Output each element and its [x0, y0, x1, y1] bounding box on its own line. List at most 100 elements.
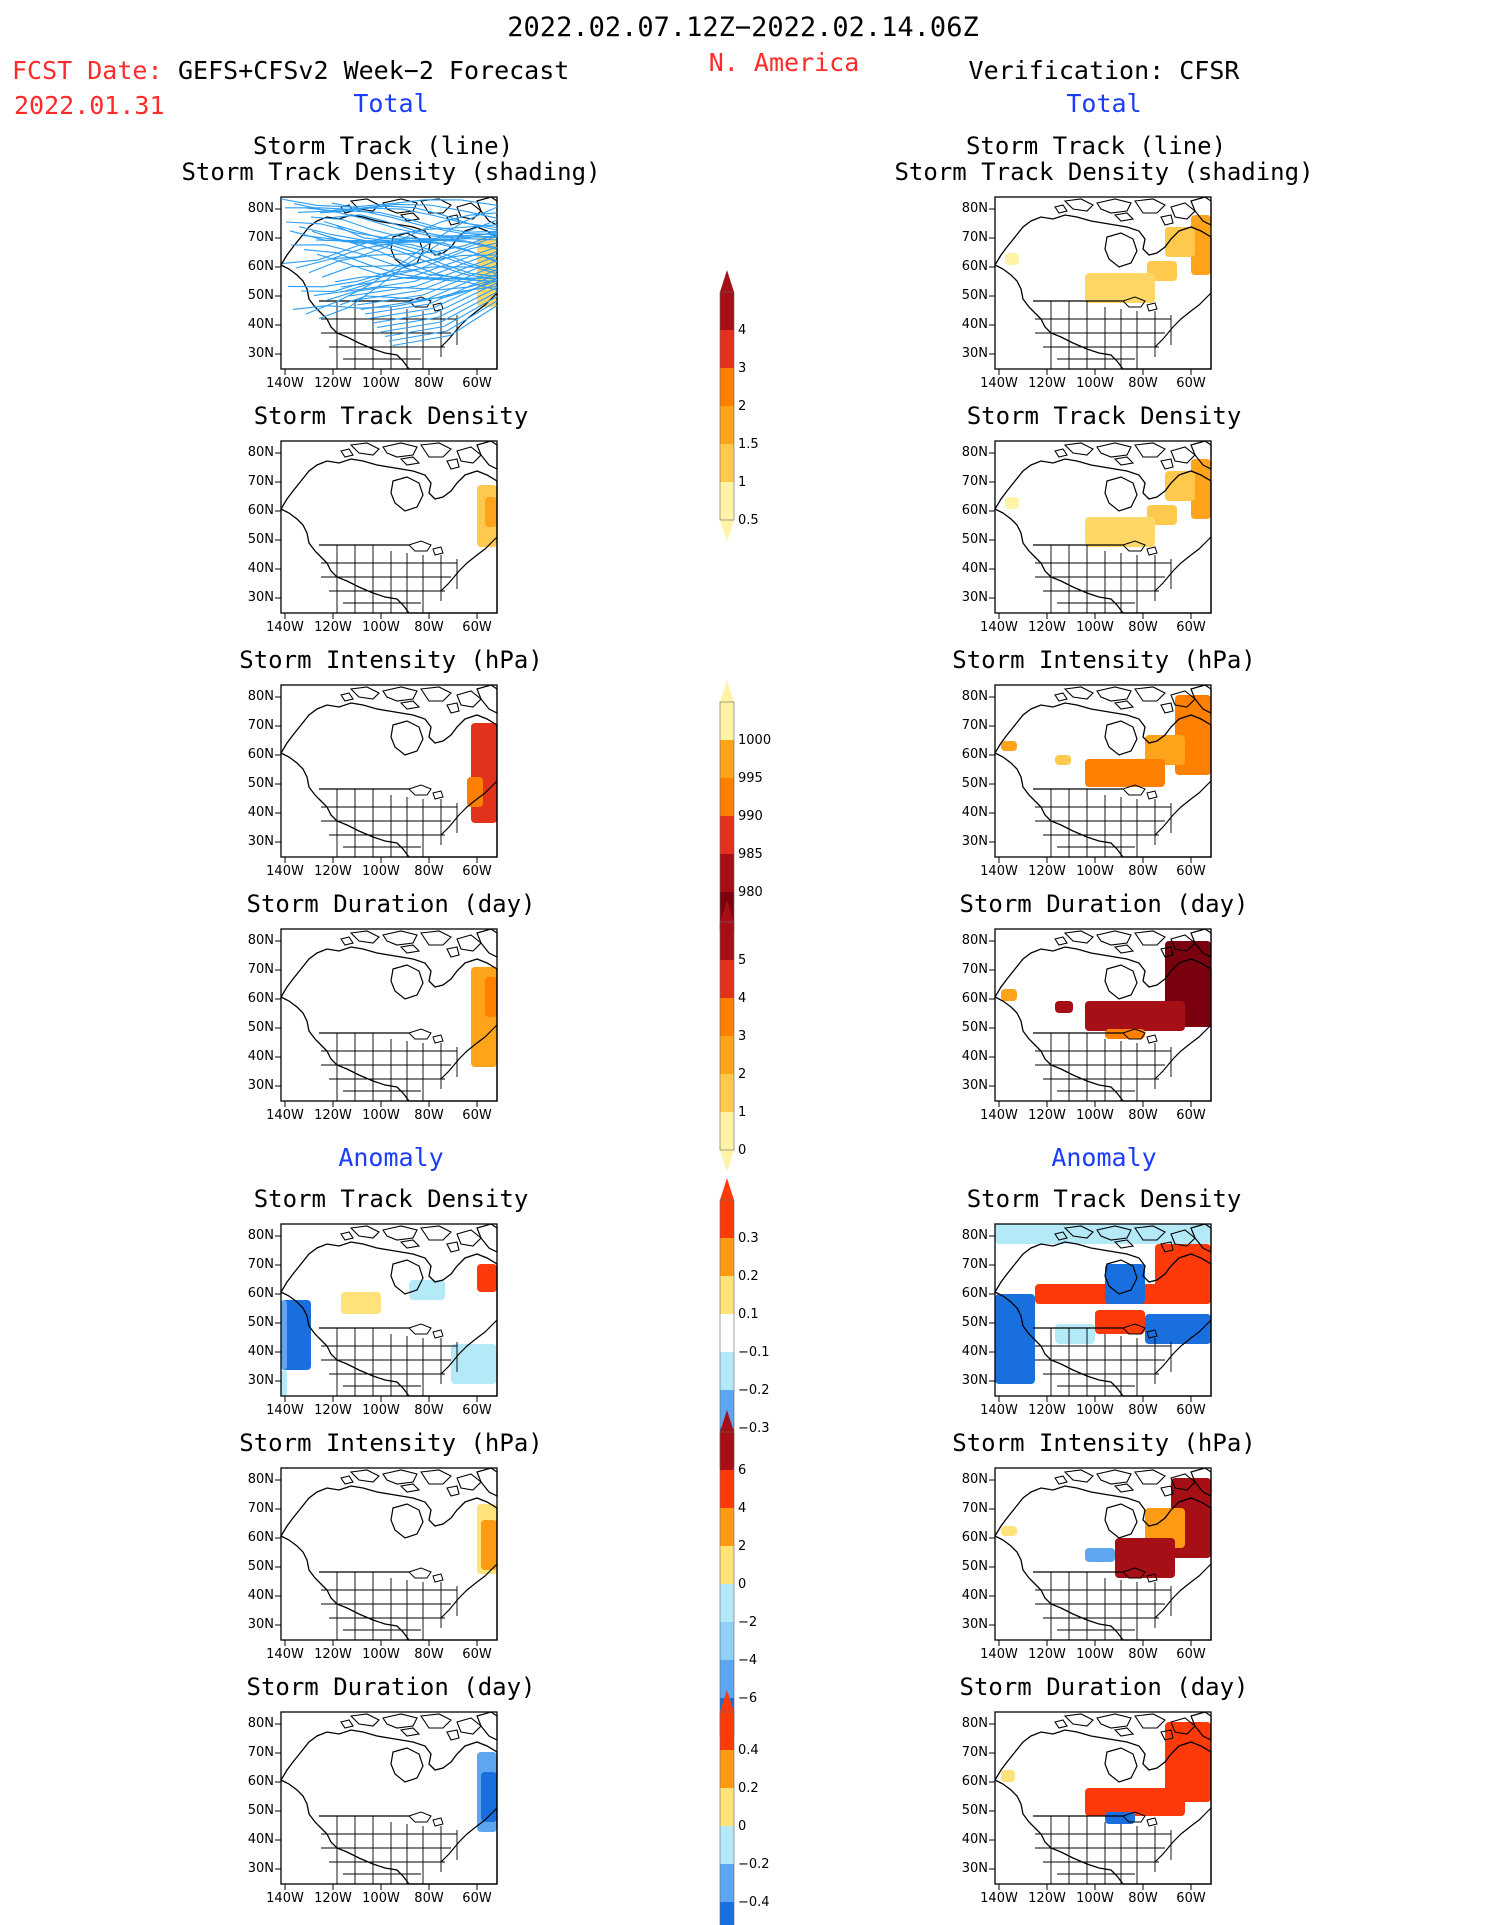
left-map-2-lat-tick: 40N — [247, 561, 274, 576]
intensity-anomaly-colorbar-segment-7 — [720, 1660, 734, 1698]
right-map-1-lon-tick: 140W — [980, 376, 1018, 391]
left-map-6-lon-tick: 80W — [414, 1647, 444, 1662]
right-map-6-lat-tick: 40N — [961, 1588, 988, 1603]
right-map-5-shade-4 — [1105, 1264, 1145, 1304]
right-map-2-lat-tick: 50N — [961, 532, 988, 547]
right-map-4-lon-tick: 80W — [1128, 1108, 1158, 1123]
right-map-6-lon-tick: 120W — [1028, 1647, 1066, 1662]
right-map-5-shade-5 — [1155, 1244, 1211, 1304]
duration-colorbar-bottom-arrow — [720, 1150, 734, 1172]
right-map-5-shade-8 — [1055, 1324, 1095, 1344]
left-map-5-lon-tick: 120W — [314, 1403, 352, 1418]
duration-colorbar-segment-5 — [720, 1074, 734, 1112]
right-map-3-frame — [994, 684, 1212, 858]
left-map-2-lon-tick: 80W — [414, 620, 444, 635]
right-map-4-frame — [994, 928, 1212, 1102]
right-map-4-lon-tick: 140W — [980, 1108, 1018, 1123]
right-map-6-lon-tick: 60W — [1176, 1647, 1206, 1662]
left-map-3-lat-tick: 30N — [247, 834, 274, 849]
intensity-anomaly-colorbar-segment-1 — [720, 1432, 734, 1470]
left-map-3-lat-tick: 50N — [247, 776, 274, 791]
left-map-3-lat-tick: 60N — [247, 747, 274, 762]
left-map-6-lon-tick: 60W — [462, 1647, 492, 1662]
left-map-2-shade-2 — [485, 497, 497, 527]
left-map-1-lat-tick: 30N — [247, 346, 274, 361]
storm-track-31 — [310, 216, 498, 241]
right-map-4-lat-tick: 60N — [961, 991, 988, 1006]
track-density-colorbar-label: 3 — [738, 361, 747, 376]
right-map-7-shade-4 — [1001, 1770, 1015, 1782]
intensity-anomaly-colorbar-top-arrow — [720, 1410, 734, 1432]
right-map-3-lon-tick: 120W — [1028, 864, 1066, 879]
model-label: GEFS+CFSv2 Week−2 Forecast — [178, 56, 570, 85]
right-map-5-lon-tick: 100W — [1076, 1403, 1114, 1418]
density-anomaly-colorbar-label: −0.2 — [738, 1383, 770, 1398]
right-map-5-lat-tick: 80N — [961, 1228, 988, 1243]
duration-colorbar-label: 3 — [738, 1029, 747, 1044]
right-map-7-lon-tick: 140W — [980, 1891, 1018, 1906]
storm-track-s-6 — [360, 268, 498, 311]
density-anomaly-colorbar-label: 0.3 — [738, 1231, 759, 1246]
left-map-5-lat-tick: 60N — [247, 1286, 274, 1301]
storm-track-s-14 — [392, 305, 498, 347]
right-map-3-lat-tick: 80N — [961, 689, 988, 704]
left-map-5-lat-tick: 40N — [247, 1344, 274, 1359]
right-map-2-lon-tick: 140W — [980, 620, 1018, 635]
storm-track-s-11 — [380, 291, 498, 333]
right-panel-1-title-line1: Storm Track (line) — [965, 132, 1227, 160]
left-map-1-lon-tick: 60W — [462, 376, 492, 391]
left-map-6-frame — [280, 1467, 498, 1641]
right-map-1-lon-tick: 120W — [1028, 376, 1066, 391]
right-map-7-lon-tick: 80W — [1128, 1891, 1158, 1906]
left-panel-3-title: Storm Intensity (hPa) — [239, 646, 543, 674]
left-map-2-lat-tick: 60N — [247, 503, 274, 518]
intensity-colorbar-top-arrow — [720, 680, 734, 702]
left-map-5-lon-tick: 100W — [362, 1403, 400, 1418]
track-density-colorbar-bottom-arrow — [720, 520, 734, 542]
right-map-7-lat-tick: 50N — [961, 1803, 988, 1818]
right-map-2-lat-tick: 40N — [961, 561, 988, 576]
right-map-2-lat-tick: 80N — [961, 445, 988, 460]
duration-colorbar-label: 1 — [738, 1105, 747, 1120]
total-label-left: Total — [353, 89, 429, 118]
right-map-2-lon-tick: 60W — [1176, 620, 1206, 635]
left-map-7-lon-tick: 60W — [462, 1891, 492, 1906]
left-map-6-lon-tick: 120W — [314, 1647, 352, 1662]
left-map-4-lon-tick: 80W — [414, 1108, 444, 1123]
intensity-anomaly-colorbar-segment-5 — [720, 1584, 734, 1622]
track-density-colorbar-segment-6 — [720, 482, 734, 520]
right-map-2-shade-3 — [1085, 517, 1155, 547]
left-map-7-shade-2 — [481, 1772, 497, 1822]
left-map-5 — [275, 1223, 498, 1402]
storm-track-36 — [315, 239, 498, 283]
right-map-4-shade-2 — [1085, 1001, 1185, 1031]
right-map-1-lat-tick: 40N — [961, 317, 988, 332]
left-map-5-shade-6 — [451, 1344, 497, 1384]
right-map-3-lat-tick: 70N — [961, 718, 988, 733]
left-map-2-lat-tick: 30N — [247, 590, 274, 605]
left-map-5-shade-1 — [281, 1300, 311, 1370]
fcst-date-value: 2022.01.31 — [14, 91, 165, 120]
right-map-3-shade-3 — [1085, 759, 1165, 787]
date-range-title: 2022.02.07.12Z−2022.02.14.06Z — [507, 12, 979, 43]
right-map-1 — [989, 196, 1212, 375]
right-panel-3-title: Storm Intensity (hPa) — [952, 646, 1256, 674]
right-map-5-lon-tick: 80W — [1128, 1403, 1158, 1418]
storm-track-33 — [336, 225, 498, 263]
right-map-7-shade-2 — [1085, 1788, 1185, 1816]
duration-anomaly-colorbar-label: 0 — [738, 1819, 747, 1834]
right-map-3-lat-tick: 50N — [961, 776, 988, 791]
duration-colorbar-label: 5 — [738, 953, 747, 968]
left-map-1-lat-tick: 60N — [247, 259, 274, 274]
storm-track-19 — [334, 242, 498, 283]
right-map-6-shade-5 — [1001, 1526, 1017, 1536]
storm-track-s-4 — [352, 259, 498, 302]
duration-colorbar — [719, 900, 735, 1172]
right-map-4-lat-tick: 80N — [961, 933, 988, 948]
density-anomaly-colorbar-segment-6 — [720, 1390, 734, 1428]
left-map-5-lat-tick: 30N — [247, 1373, 274, 1388]
right-map-1-shade-1 — [1191, 215, 1211, 275]
left-map-6-lon-tick: 140W — [266, 1647, 304, 1662]
right-map-7-lat-tick: 70N — [961, 1745, 988, 1760]
